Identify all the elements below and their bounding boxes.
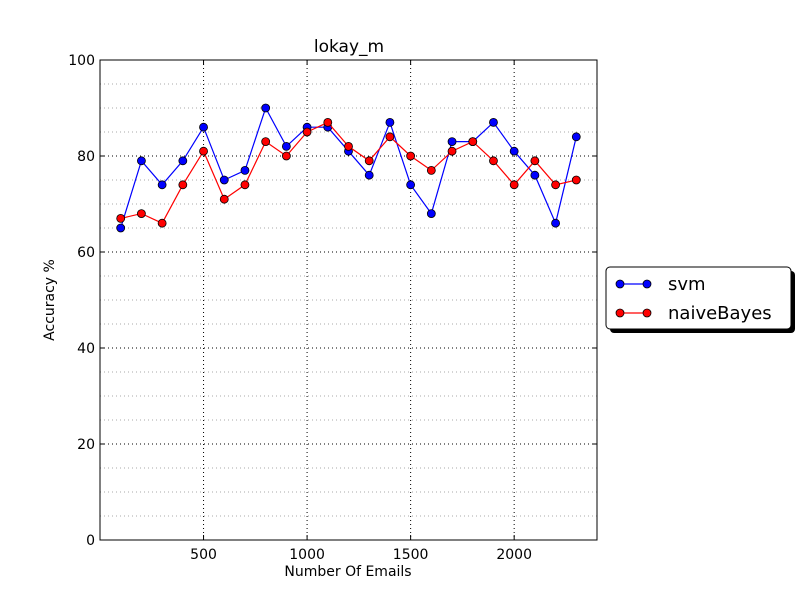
plot-frame xyxy=(99,59,598,541)
data-point-naivebayes xyxy=(489,156,498,166)
data-point-svm xyxy=(489,118,498,127)
x-tick-label: 500 xyxy=(190,547,217,563)
data-point-naivebayes xyxy=(116,213,126,223)
data-point-svm xyxy=(157,180,167,190)
data-point-naivebayes xyxy=(571,175,581,185)
x-axis-label: Number Of Emails xyxy=(284,564,411,580)
data-point-svm xyxy=(571,132,581,142)
data-point-svm xyxy=(137,156,146,166)
data-point-naivebayes xyxy=(385,132,395,142)
y-tick-label: 80 xyxy=(77,149,95,165)
data-point-naivebayes xyxy=(530,156,540,166)
legend: svm naiveBayes xyxy=(605,266,795,333)
legend-marker-naivebayes xyxy=(615,308,625,318)
data-point-naivebayes xyxy=(551,180,560,190)
data-point-svm xyxy=(199,122,208,132)
data-point-naivebayes xyxy=(426,165,436,175)
data-point-naivebayes xyxy=(157,218,167,228)
data-point-svm xyxy=(530,170,540,180)
grid xyxy=(100,60,597,540)
legend-marker-svm xyxy=(615,279,625,289)
data-point-naivebayes xyxy=(219,194,229,204)
data-point-svm xyxy=(364,170,374,180)
data-point-naivebayes xyxy=(281,151,291,161)
data-point-naivebayes xyxy=(199,146,208,156)
legend-label-svm: svm xyxy=(668,274,706,295)
data-point-naivebayes xyxy=(302,127,312,137)
data-point-naivebayes xyxy=(261,137,271,147)
x-tick-label: 2000 xyxy=(496,547,532,563)
data-point-svm xyxy=(178,156,188,166)
series-layer xyxy=(116,103,581,233)
x-tick-label: 1500 xyxy=(393,547,429,563)
chart-title: lokay_m xyxy=(314,37,384,57)
data-point-svm xyxy=(240,165,250,175)
y-axis-label: Accuracy % xyxy=(42,259,58,341)
data-point-naivebayes xyxy=(468,137,478,147)
data-point-naivebayes xyxy=(509,180,519,190)
data-point-naivebayes xyxy=(447,146,457,156)
data-point-naivebayes xyxy=(344,141,353,151)
y-tick-label: 40 xyxy=(77,341,95,357)
legend-marker-naivebayes xyxy=(642,308,652,318)
data-point-svm xyxy=(509,146,519,156)
data-point-svm xyxy=(551,218,560,228)
y-tick-label: 20 xyxy=(77,437,95,453)
legend-box xyxy=(605,266,792,330)
data-point-svm xyxy=(385,118,395,127)
x-tick-label: 1000 xyxy=(289,547,325,563)
data-point-naivebayes xyxy=(406,151,416,161)
y-tick-label: 0 xyxy=(86,533,95,549)
data-point-svm xyxy=(261,103,271,113)
data-point-naivebayes xyxy=(323,118,333,127)
ticks: 500 1000 1500 2000 0 20 40 60 80 100 xyxy=(68,53,597,563)
y-tick-label: 60 xyxy=(77,245,95,261)
data-point-svm xyxy=(219,175,229,185)
data-point-svm xyxy=(447,137,457,147)
legend-marker-svm xyxy=(642,279,652,289)
data-point-svm xyxy=(116,223,126,233)
data-point-naivebayes xyxy=(240,180,250,190)
data-point-naivebayes xyxy=(137,209,146,219)
data-point-naivebayes xyxy=(178,180,188,190)
data-point-svm xyxy=(281,141,291,151)
y-tick-label: 100 xyxy=(68,53,95,69)
legend-label-naivebayes: naiveBayes xyxy=(668,303,772,324)
data-point-naivebayes xyxy=(364,156,374,166)
data-point-svm xyxy=(426,209,436,219)
data-point-svm xyxy=(406,180,416,190)
